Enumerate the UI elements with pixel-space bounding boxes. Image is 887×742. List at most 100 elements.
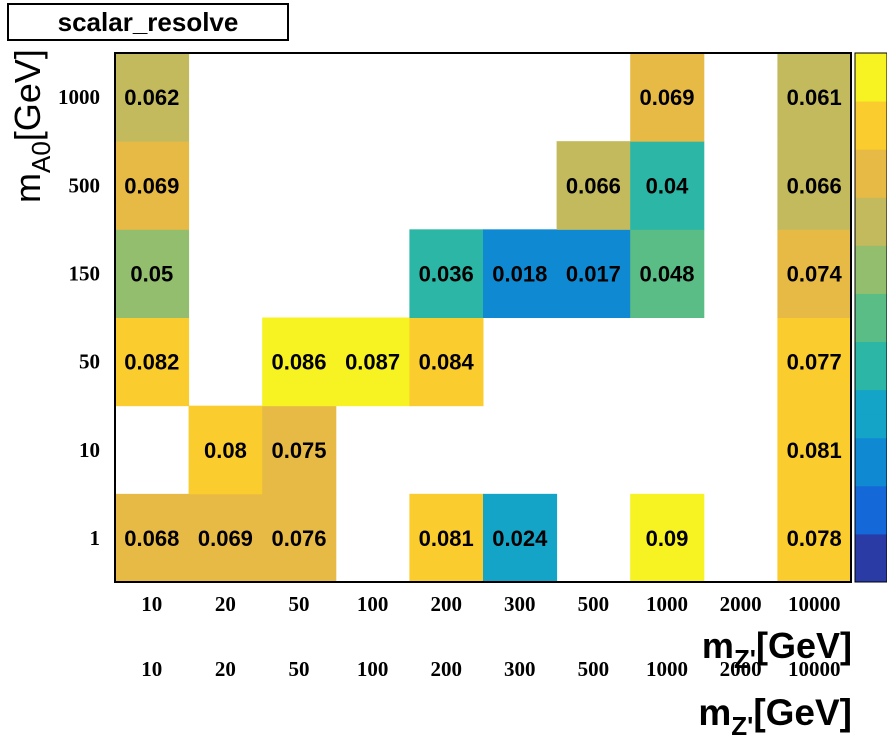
heatmap-cell-x500-y500 — [556, 141, 631, 230]
cell-label-x50-y10: 0.075 — [271, 438, 326, 463]
x-tick-50: 50 — [289, 592, 310, 616]
heatmap-cell-x200-y1 — [409, 493, 484, 583]
y-axis-label: mA0[GeV] — [7, 49, 56, 203]
x-tick-20: 20 — [215, 592, 236, 616]
colorbar-band — [855, 221, 887, 246]
x-tick-300: 300 — [504, 592, 536, 616]
cell-label-x200-y1: 0.081 — [419, 526, 474, 551]
cell-label-x1000-y150: 0.048 — [639, 261, 694, 286]
colorbar-band — [855, 149, 887, 174]
x-tick-overlap-500: 500 — [578, 657, 610, 681]
x-tick-2000: 2000 — [720, 592, 762, 616]
x-tick-overlap-200: 200 — [430, 657, 462, 681]
colorbar-band — [855, 269, 887, 294]
y-tick-50: 50 — [79, 350, 100, 374]
ghost-mask — [0, 664, 887, 684]
x-tick-overlap-10000: 10000 — [788, 657, 841, 681]
y-tick-500: 500 — [69, 173, 101, 197]
colorbar-band — [855, 557, 887, 583]
heatmap-cell-x1000-y150 — [630, 229, 705, 318]
heatmap-cell-x10-y1000 — [115, 53, 190, 142]
heatmap-cell-x10000-y150 — [777, 229, 852, 318]
x-axis-label: mZ'[GeV] — [702, 625, 852, 674]
colorbar-band — [855, 53, 887, 78]
colorbar-band — [855, 317, 887, 343]
x-tick-overlap-50: 50 — [289, 657, 310, 681]
cell-label-x100-y50: 0.087 — [345, 350, 400, 375]
heatmap-cell-x10000-y1 — [777, 493, 852, 583]
cell-label-x10000-y500: 0.066 — [787, 173, 842, 198]
chart-title: scalar_resolve — [57, 6, 239, 37]
heatmap-cell-x1000-y1000 — [630, 53, 705, 142]
cell-label-x500-y150: 0.017 — [566, 261, 621, 286]
x-tick-overlap-2000: 2000 — [720, 657, 762, 681]
heatmap-cell-x10-y150 — [115, 229, 190, 318]
cell-label-x1000-y1: 0.09 — [646, 526, 689, 551]
cell-label-x50-y50: 0.086 — [271, 350, 326, 375]
x-tick-overlap-100: 100 — [357, 657, 389, 681]
cell-label-x10000-y10: 0.081 — [787, 438, 842, 463]
x-tick-10: 10 — [141, 592, 162, 616]
x-tick-200: 200 — [430, 592, 462, 616]
heatmap-cell-x300-y1 — [483, 493, 558, 583]
colorbar-band — [855, 173, 887, 198]
heatmap-cell-x50-y50 — [262, 317, 337, 407]
heatmap-cell-x500-y150 — [556, 229, 631, 318]
heatmap-cell-x20-y10 — [188, 405, 263, 495]
colorbar-band — [855, 77, 887, 102]
colorbar-band — [855, 437, 887, 463]
heatmap-cell-x10-y50 — [115, 317, 190, 407]
colorbar-band — [855, 509, 887, 535]
y-tick-1: 1 — [90, 526, 101, 550]
x-tick-1000: 1000 — [646, 592, 688, 616]
chart-title-box: scalar_resolve — [7, 3, 289, 41]
colorbar-band — [855, 389, 887, 415]
colorbar-band — [855, 365, 887, 391]
colorbar — [855, 53, 887, 583]
x-tick-labels: 10 20 50 100 200 300 500 1000 2000 10000 — [141, 592, 840, 616]
heatmap-cell-x1000-y500 — [630, 141, 705, 230]
cell-label-x10000-y50: 0.077 — [787, 350, 842, 375]
x-tick-labels-overlap: 10 20 50 100 200 300 500 1000 2000 10000 — [0, 657, 887, 684]
heatmap-cell-x1000-y1 — [630, 493, 705, 583]
y-tick-150: 150 — [69, 261, 101, 285]
colorbar-band — [855, 197, 887, 222]
cell-label-x300-y1: 0.024 — [492, 526, 548, 551]
cell-label-x500-y500: 0.066 — [566, 173, 621, 198]
x-tick-500: 500 — [578, 592, 610, 616]
colorbar-band — [855, 485, 887, 511]
cell-label-x10-y50: 0.082 — [124, 350, 179, 375]
cell-label-x10-y150: 0.05 — [130, 261, 173, 286]
colorbar-frame — [854, 52, 887, 583]
heatmap-cell-x10000-y50 — [777, 317, 852, 407]
colorbar-band — [855, 533, 887, 559]
x-tick-overlap-10: 10 — [141, 657, 162, 681]
heatmap-cell-x10-y500 — [115, 141, 190, 230]
cell-label-x10-y1: 0.068 — [124, 526, 179, 551]
x-tick-100: 100 — [357, 592, 389, 616]
cell-label-x1000-y500: 0.04 — [646, 173, 690, 198]
y-tick-labels: 1 10 50 150 500 1000 — [58, 85, 100, 550]
cell-label-x20-y10: 0.08 — [204, 438, 247, 463]
x-tick-overlap-1000: 1000 — [646, 657, 688, 681]
heatmap-cell-x300-y150 — [483, 229, 558, 318]
cell-label-x10000-y1000: 0.061 — [787, 85, 842, 110]
x-axis-label-overlap: mZ'[GeV] — [698, 692, 852, 741]
cell-label-x10000-y150: 0.074 — [787, 261, 843, 286]
heatmap-cell-x50-y1 — [262, 493, 337, 583]
cell-label-x300-y150: 0.018 — [492, 261, 547, 286]
heatmap-cell-x10000-y10 — [777, 405, 852, 495]
cell-label-x50-y1: 0.076 — [271, 526, 326, 551]
heatmap-cell-x10000-y500 — [777, 141, 852, 230]
colorbar-band — [855, 461, 887, 487]
x-tick-overlap-300: 300 — [504, 657, 536, 681]
colorbar-band — [855, 125, 887, 150]
colorbar-band — [855, 245, 887, 270]
cell-label-x10-y500: 0.069 — [124, 173, 179, 198]
y-tick-10: 10 — [79, 438, 100, 462]
cell-label-x10-y1000: 0.062 — [124, 85, 179, 110]
cell-label-x20-y1: 0.069 — [198, 526, 253, 551]
heatmap-cell-x100-y50 — [335, 317, 410, 407]
colorbar-band — [855, 413, 887, 439]
x-tick-overlap-20: 20 — [215, 657, 236, 681]
